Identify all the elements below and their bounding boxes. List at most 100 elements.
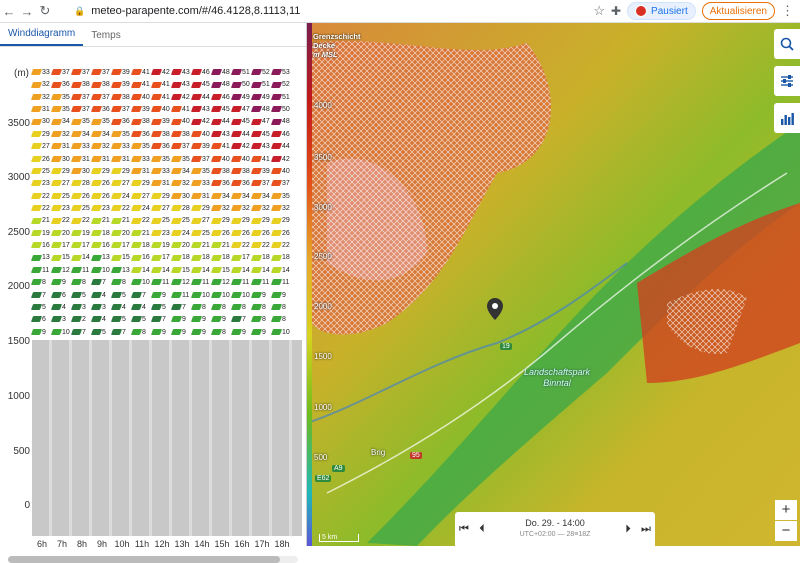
search-button[interactable] <box>774 29 800 59</box>
profile-label: Pausiert <box>651 5 688 17</box>
wind-arrow-icon <box>130 118 143 125</box>
wind-cell: 24 <box>130 204 151 214</box>
wind-speed: 29 <box>62 167 70 175</box>
wind-cell: 7 <box>170 303 191 313</box>
wind-cell: 33 <box>150 167 171 177</box>
tab-winddiagramm[interactable]: Winddiagramm <box>0 28 84 46</box>
wind-arrow-icon <box>250 254 263 261</box>
wind-speed: 8 <box>222 328 226 336</box>
wind-speed: 30 <box>82 167 90 175</box>
y-tick: 0 <box>24 500 30 511</box>
step-back-icon[interactable]: ⏴ <box>479 522 485 535</box>
wind-arrow-icon <box>130 304 143 311</box>
wind-arrow-icon <box>70 130 83 137</box>
wind-cell: 8 <box>30 278 51 288</box>
y-tick: 1000 <box>7 391 30 402</box>
wind-speed: 33 <box>122 143 130 151</box>
scale-label: 3000 <box>314 203 332 212</box>
wind-cell: 29 <box>270 216 291 226</box>
wind-speed: 39 <box>262 167 270 175</box>
map-view[interactable]: Grenzschicht Decke m MSL 4000 3500 3000 … <box>307 23 800 546</box>
wind-speed: 9 <box>262 328 266 336</box>
wind-cell: 51 <box>270 93 291 103</box>
horizontal-scrollbar[interactable] <box>8 556 298 563</box>
chart-button[interactable] <box>774 103 800 133</box>
wind-speed: 8 <box>262 303 266 311</box>
wind-cell: 37 <box>50 68 71 78</box>
wind-speed: 38 <box>182 130 190 138</box>
wind-arrow-icon <box>110 328 123 335</box>
wind-arrow-icon <box>230 304 243 311</box>
wind-speed: 9 <box>42 328 46 336</box>
extensions-icon[interactable]: ✚ <box>610 4 622 18</box>
wind-arrow-icon <box>210 316 223 323</box>
bookmark-star-icon[interactable]: ☆ <box>593 3 605 18</box>
wind-speed: 22 <box>242 242 250 250</box>
wind-cell: 9 <box>170 328 191 338</box>
wind-cell: 10 <box>190 291 211 301</box>
wind-cell: 22 <box>30 192 51 202</box>
wind-cell: 9 <box>170 315 191 325</box>
wind-speed: 35 <box>182 155 190 163</box>
wind-cell: 14 <box>130 266 151 276</box>
location-pin-icon[interactable] <box>487 298 503 320</box>
wind-cell: 26 <box>70 192 91 202</box>
wind-arrow-icon <box>250 229 263 236</box>
more-menu-icon[interactable]: ⋮ <box>781 3 794 18</box>
wind-speed: 5 <box>82 291 86 299</box>
wind-cell: 33 <box>30 68 51 78</box>
wind-cell: 34 <box>210 192 231 202</box>
wind-speed: 9 <box>242 328 246 336</box>
wind-arrow-icon <box>270 130 283 137</box>
back-icon[interactable]: ← <box>2 3 16 19</box>
wind-cell: 37 <box>270 179 291 189</box>
wind-speed: 35 <box>62 106 70 114</box>
wind-grid[interactable]: 33 37 37 37 39 41 42 43 46 48 51 52 53 32 36 38 38 39 41 41… <box>30 68 302 340</box>
wind-cell: 29 <box>250 216 271 226</box>
lock-icon[interactable]: 🔒 <box>74 5 86 16</box>
wind-speed: 8 <box>282 316 286 324</box>
wind-speed: 31 <box>162 180 170 188</box>
wind-cell: 38 <box>90 80 111 90</box>
wind-cell: 21 <box>190 241 211 251</box>
reload-icon[interactable]: ↻ <box>39 3 51 18</box>
search-icon <box>780 37 794 51</box>
wind-cell: 19 <box>150 241 171 251</box>
wind-arrow-icon <box>130 81 143 88</box>
wind-arrow-icon <box>190 291 203 298</box>
forward-icon[interactable]: → <box>20 3 34 19</box>
scrollbar-thumb[interactable] <box>8 556 280 563</box>
address-bar[interactable]: meteo-parapente.com/#/46.4128,8.1113,11 <box>91 5 301 17</box>
wind-arrow-icon <box>190 266 203 273</box>
skip-last-icon[interactable]: ⏭ <box>641 522 651 535</box>
wind-speed: 25 <box>62 192 70 200</box>
wind-speed: 23 <box>62 205 70 212</box>
profile-button[interactable]: Pausiert <box>627 2 696 20</box>
wind-cell: 9 <box>250 291 271 301</box>
settings-button[interactable] <box>774 66 800 96</box>
wind-speed: 39 <box>142 106 150 114</box>
tab-temps[interactable]: Temps <box>91 30 121 41</box>
skip-first-icon[interactable]: ⏮ <box>459 522 469 535</box>
wind-arrow-icon <box>50 304 63 311</box>
wind-cell: 38 <box>70 80 91 90</box>
wind-cell: 12 <box>170 278 191 288</box>
wind-cell: 21 <box>130 229 151 239</box>
wind-arrow-icon <box>250 106 263 113</box>
wind-cell: 36 <box>210 179 231 189</box>
wind-speed: 15 <box>182 266 190 274</box>
wind-speed: 35 <box>122 130 130 138</box>
zoom-in-button[interactable]: + <box>775 500 797 520</box>
wind-speed: 9 <box>62 279 66 287</box>
wind-cell: 50 <box>230 80 251 90</box>
wind-speed: 46 <box>202 69 210 76</box>
update-button[interactable]: Aktualisieren <box>701 2 775 20</box>
wind-speed: 14 <box>282 266 290 274</box>
step-forward-icon[interactable]: ⏵ <box>625 522 631 535</box>
wind-cell: 8 <box>250 315 271 325</box>
wind-arrow-icon <box>110 217 123 224</box>
time-display[interactable]: Do. 29. - 14:00 UTC+02:00 — 28≡18Z <box>491 518 619 540</box>
wind-cell: 29 <box>210 216 231 226</box>
zoom-out-button[interactable]: − <box>775 521 797 541</box>
wind-cell: 36 <box>50 80 71 90</box>
